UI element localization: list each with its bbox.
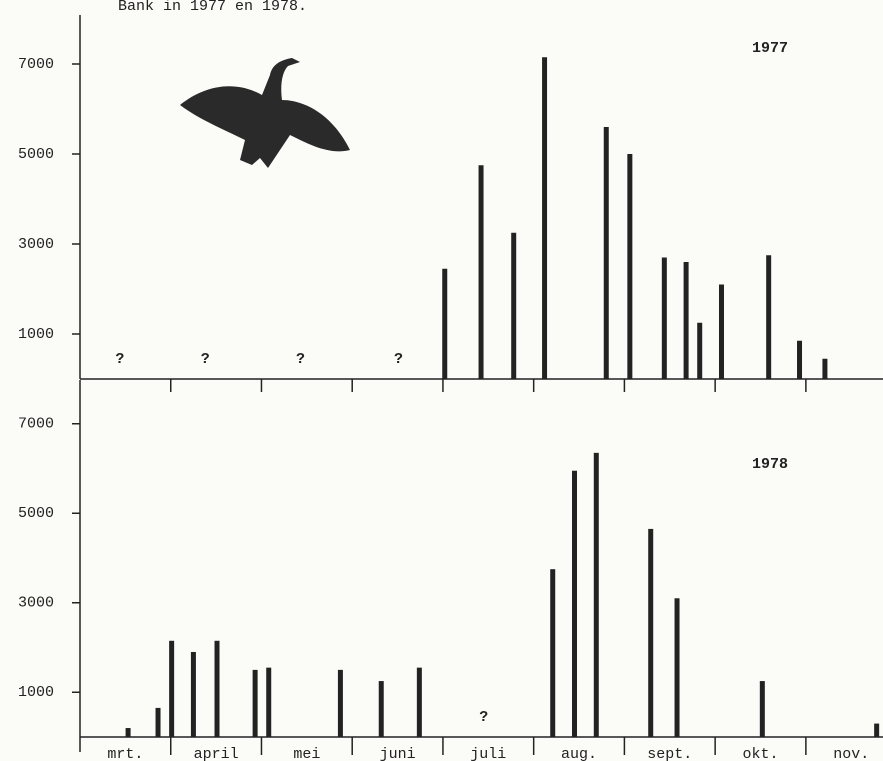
annotation: ? — [394, 351, 403, 368]
bar — [572, 470, 578, 737]
bar — [627, 154, 633, 379]
bar — [511, 232, 517, 379]
bar — [674, 598, 680, 737]
bar — [190, 651, 196, 737]
bar — [155, 707, 161, 737]
bar — [822, 358, 828, 379]
y-tick-label: 7000 — [18, 416, 54, 433]
y-tick-label: 5000 — [18, 505, 54, 522]
bar — [416, 667, 422, 737]
bar — [759, 681, 765, 737]
x-tick-label: juni — [380, 746, 416, 761]
bar — [478, 165, 484, 379]
x-tick-label: aug. — [561, 746, 597, 761]
bar — [337, 669, 343, 737]
cormorant-drawing — [180, 58, 350, 168]
x-tick-label: okt. — [743, 746, 779, 761]
bar — [593, 452, 599, 737]
bar — [214, 640, 220, 737]
bar — [252, 669, 258, 737]
bar — [378, 681, 384, 737]
bar — [603, 127, 609, 379]
x-tick-label: juli — [470, 746, 506, 761]
panel-title: 1977 — [752, 40, 788, 57]
x-tick-label: nov. — [833, 746, 869, 761]
y-tick-label: 1000 — [18, 684, 54, 701]
bar — [550, 569, 556, 737]
bar — [874, 723, 880, 737]
y-tick-label: 3000 — [18, 236, 54, 253]
y-tick-label: 7000 — [18, 56, 54, 73]
y-tick-label: 1000 — [18, 326, 54, 343]
bar — [442, 268, 448, 379]
annotation: ? — [115, 351, 124, 368]
y-tick-label: 5000 — [18, 146, 54, 163]
x-tick-label: april — [194, 746, 239, 761]
bar — [718, 284, 724, 379]
panel-title: 1978 — [752, 456, 788, 473]
bar — [169, 640, 175, 737]
header: Bank in 1977 en 1978. — [118, 0, 307, 15]
bar — [125, 728, 131, 737]
bar — [766, 255, 772, 379]
annotation: ? — [479, 709, 488, 726]
annotation: ? — [201, 351, 210, 368]
annotation: ? — [296, 351, 305, 368]
bar — [797, 340, 803, 379]
bar — [266, 667, 272, 737]
bar — [697, 322, 703, 379]
x-tick-label: mrt. — [107, 746, 143, 761]
x-tick-label: mei — [293, 746, 320, 761]
bar — [648, 528, 654, 737]
bar — [683, 262, 689, 379]
y-tick-label: 3000 — [18, 595, 54, 612]
bar — [542, 57, 548, 379]
bar — [661, 257, 667, 379]
x-tick-label: sept. — [647, 746, 692, 761]
